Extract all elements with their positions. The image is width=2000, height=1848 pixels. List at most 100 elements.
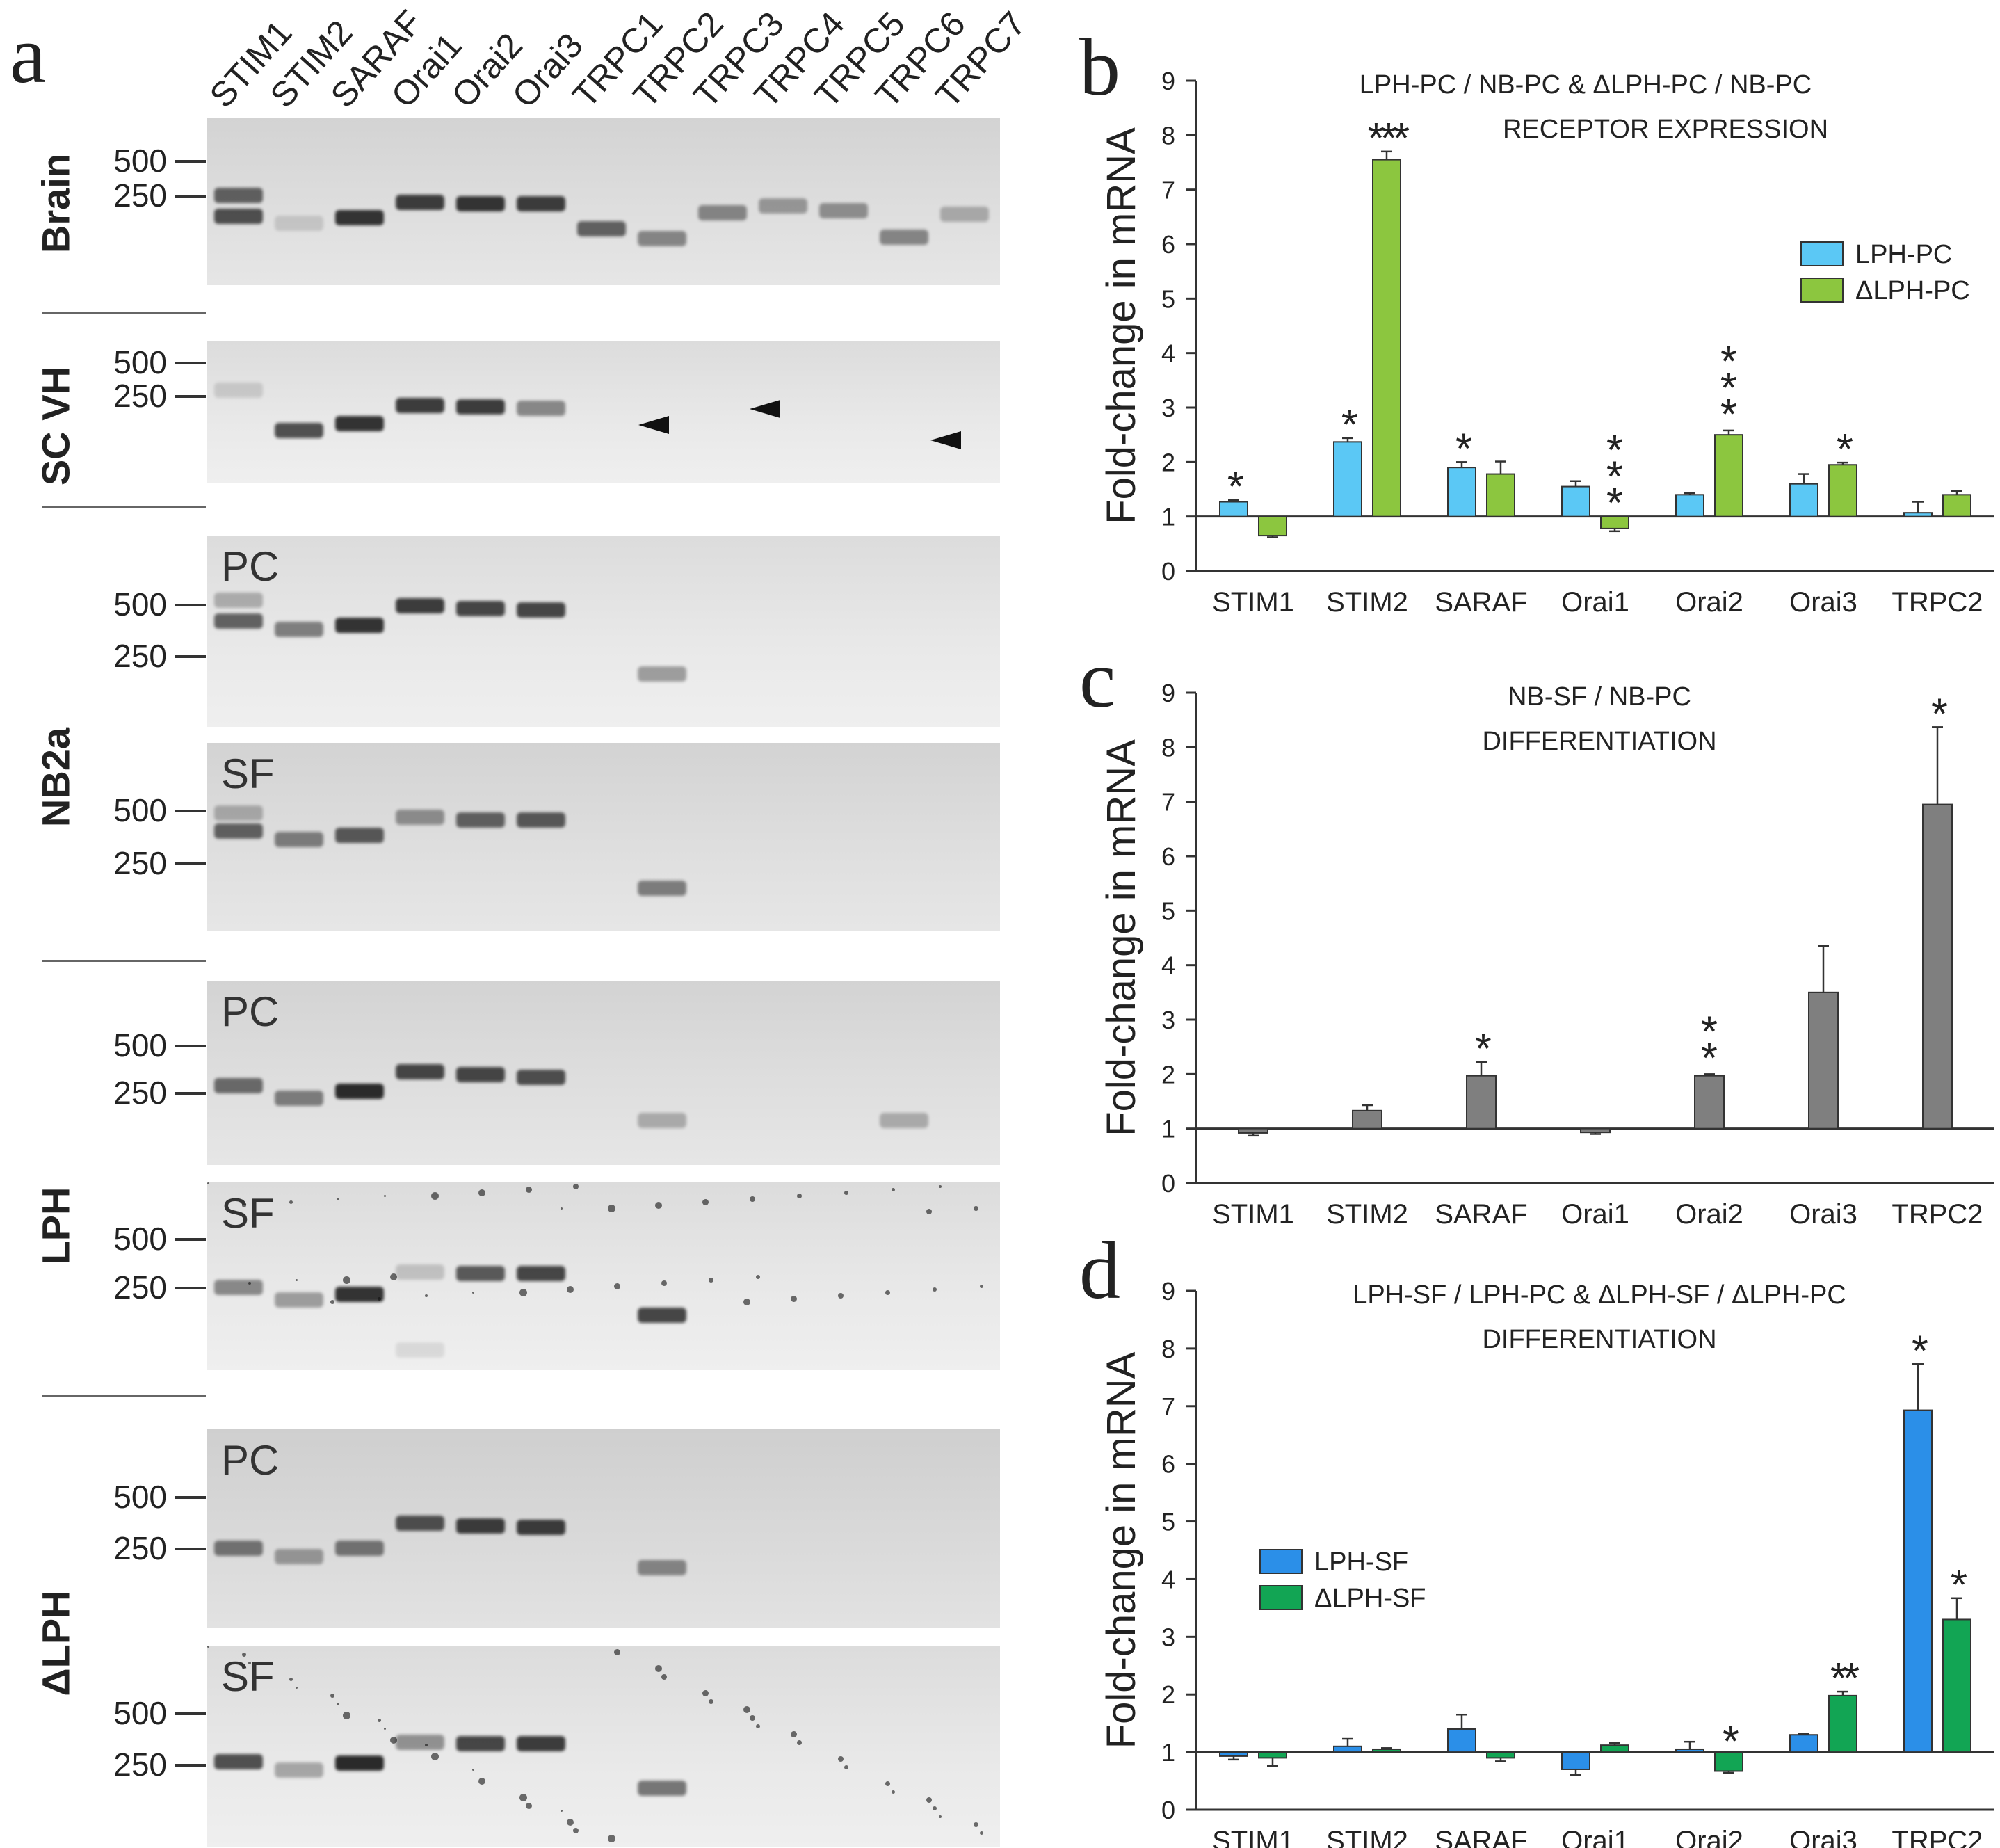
gel-speck [390,1273,397,1280]
marker-label-250: 250 [113,1530,167,1566]
x-tick-label: TRPC2 [1892,1826,1983,1848]
chart-title: NB-SF / NB-PC [1508,682,1691,712]
y-tick-label: 5 [1161,897,1175,925]
row-divider [42,506,206,508]
gel-speck [567,1286,574,1293]
gel-band [275,1549,323,1564]
gel-speck [526,1187,532,1193]
gel-band [456,1518,505,1534]
bar-nbsf [1238,1127,1268,1134]
y-tick-label: 5 [1161,284,1175,313]
marker-tick [175,604,206,606]
marker-label-500: 500 [113,1221,167,1257]
gel-band [396,1735,444,1750]
marker-tick [175,1045,206,1047]
gel-speck [478,1778,485,1785]
gel-speck [974,1822,978,1827]
marker-tick [175,160,206,163]
gel-image: SF [207,743,1000,931]
gel-band [517,602,565,618]
gel-band [214,188,263,203]
marker-tick [175,1496,206,1499]
gel-speck [926,1797,932,1803]
bar-lphsf [1258,1751,1287,1759]
bar-lphsf [1675,1748,1704,1753]
y-tick-label: 2 [1161,1680,1175,1709]
gel-band [396,1264,444,1280]
significance-star: * [1606,427,1623,475]
gel-tag-pc: PC [221,1437,280,1484]
gel-speck [378,1719,381,1722]
gel-speck [608,1835,615,1842]
gel-band [214,1280,263,1295]
marker-tick [175,1287,206,1289]
y-tick-label: 5 [1161,1508,1175,1536]
gel-band [335,1084,384,1099]
gel-speck [756,1275,760,1279]
gel-band [456,196,505,211]
gel-band [275,423,323,438]
gel-band [396,1516,444,1531]
marker-tick [175,395,206,398]
legend-swatch [1800,278,1844,303]
gel-speck [343,1276,350,1284]
row-label-nb2a: NB2a [33,727,78,828]
row-label-dlph: ΔLPH [33,1590,78,1696]
bar-lphpc [1675,494,1704,517]
gel-band [214,593,263,608]
gel-speck [892,1188,895,1191]
marker-label-250: 250 [113,177,167,214]
x-tick-label: STIM2 [1326,1826,1408,1848]
gel-speck [567,1819,574,1826]
bar-lphpc [1561,485,1590,517]
gel-speck [561,1207,563,1210]
marker-label-500: 500 [113,344,167,380]
gel-tag-sf: SF [221,1653,275,1700]
y-tick-label: 3 [1161,1006,1175,1034]
y-tick-label: 0 [1161,557,1175,586]
gel-band [275,1762,323,1778]
significance-star: * [1701,1008,1718,1056]
gel-speck [743,1706,750,1713]
marker-tick [175,1712,206,1715]
chart-subtitle: DIFFERENTIATION [1482,727,1716,756]
gel-image: PC [207,1429,1000,1628]
gel-speck [791,1296,797,1302]
gel-speck [478,1189,485,1196]
bar-lphsf [1942,1618,1971,1753]
gel-band [275,1292,323,1308]
chart-title: LPH-PC / NB-PC & ΔLPH-PC / NB-PC [1360,70,1812,99]
marker-tick [175,1548,206,1550]
gel-speck [431,1192,439,1200]
bar-lphsf [1561,1751,1590,1770]
marker-tick [175,195,206,198]
significance-star: * [1606,480,1623,528]
y-tick-label: 9 [1161,679,1175,707]
gel-image: SF [207,1646,1000,1847]
x-tick-label: Orai2 [1675,587,1743,618]
x-tick-label: STIM2 [1326,587,1408,618]
y-tick-label: 9 [1161,1277,1175,1305]
significance-star: * [1912,1327,1928,1375]
gel-speck [378,1297,381,1301]
significance-star: * [1606,453,1623,501]
bar-lphsf [1486,1751,1515,1759]
bar-lphpc [1714,434,1743,517]
y-tick-label: 4 [1161,951,1175,980]
x-tick-label: SARAF [1435,1826,1527,1848]
gel-speck [472,1292,474,1294]
row-divider [42,960,206,962]
gel-band [335,210,384,225]
gel-speck [573,1828,579,1833]
gel-band [517,1070,565,1085]
y-tick-label: 7 [1161,176,1175,204]
x-tick-label: SARAF [1435,1199,1527,1230]
x-tick-label: Orai2 [1675,1826,1743,1848]
gel-speck [939,1185,942,1188]
gel-speck [561,1810,563,1812]
significance-star: * [1701,1034,1718,1082]
gel-speck [425,1744,428,1746]
bar-nbsf [1808,991,1839,1130]
x-tick-label: Orai3 [1789,587,1857,618]
y-tick-label: 1 [1161,1115,1175,1143]
